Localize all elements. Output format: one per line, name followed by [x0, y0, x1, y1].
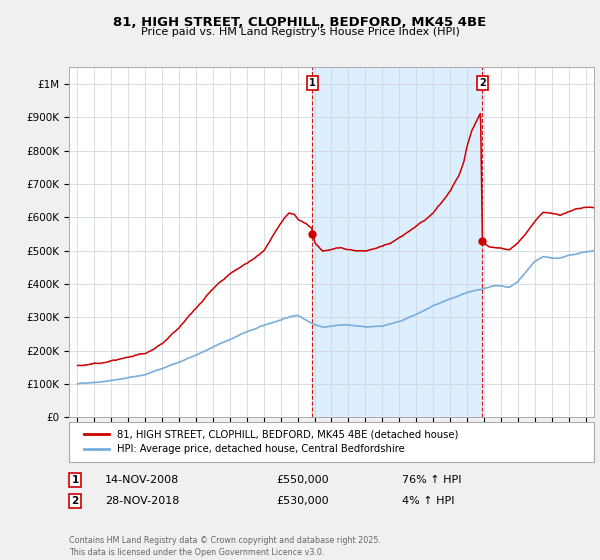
Text: 14-NOV-2008: 14-NOV-2008 [105, 475, 179, 485]
Text: £530,000: £530,000 [276, 496, 329, 506]
Text: Price paid vs. HM Land Registry's House Price Index (HPI): Price paid vs. HM Land Registry's House … [140, 27, 460, 37]
Bar [313, 67, 482, 417]
Text: 76% ↑ HPI: 76% ↑ HPI [402, 475, 461, 485]
Text: £550,000: £550,000 [276, 475, 329, 485]
Text: 1: 1 [71, 475, 79, 485]
Legend: 81, HIGH STREET, CLOPHILL, BEDFORD, MK45 4BE (detached house), HPI: Average pric: 81, HIGH STREET, CLOPHILL, BEDFORD, MK45… [79, 424, 464, 459]
Text: 2: 2 [71, 496, 79, 506]
Text: 81, HIGH STREET, CLOPHILL, BEDFORD, MK45 4BE: 81, HIGH STREET, CLOPHILL, BEDFORD, MK45… [113, 16, 487, 29]
Text: Contains HM Land Registry data © Crown copyright and database right 2025.
This d: Contains HM Land Registry data © Crown c… [69, 536, 381, 557]
Text: 1: 1 [309, 78, 316, 88]
Text: 28-NOV-2018: 28-NOV-2018 [105, 496, 179, 506]
Text: 2: 2 [479, 78, 486, 88]
Text: 4% ↑ HPI: 4% ↑ HPI [402, 496, 455, 506]
